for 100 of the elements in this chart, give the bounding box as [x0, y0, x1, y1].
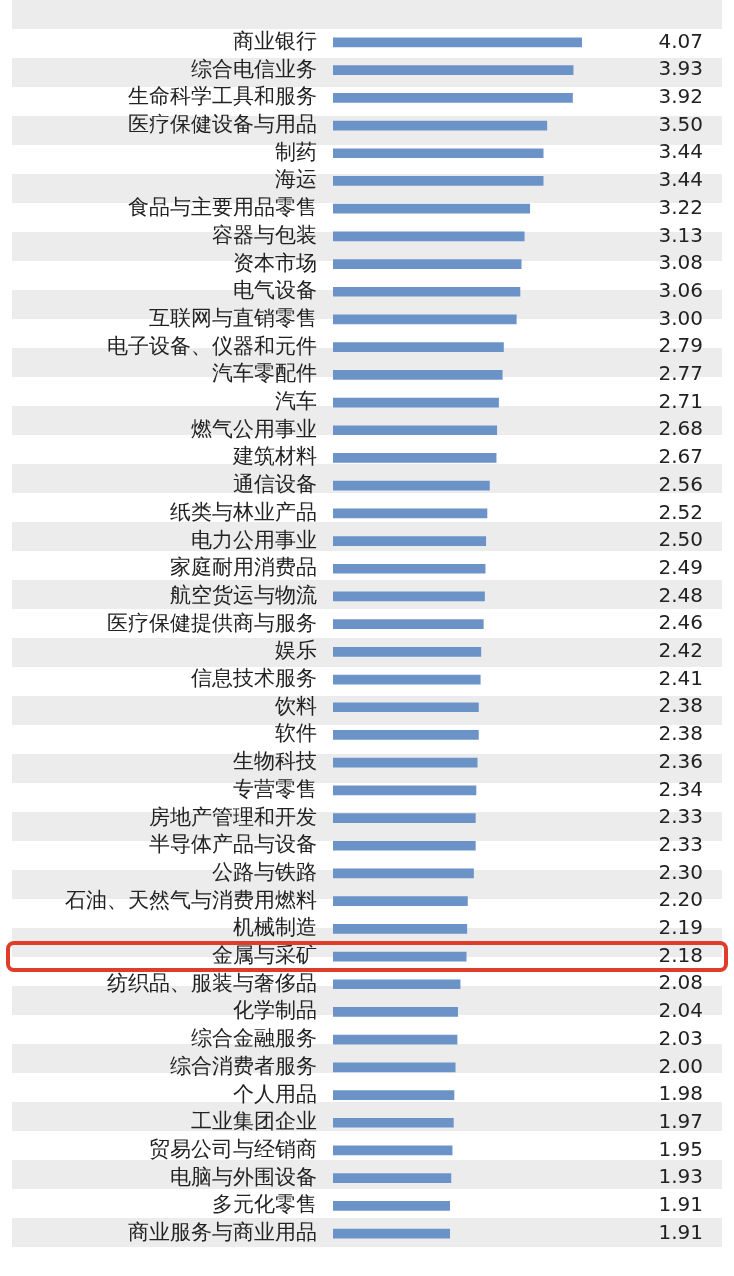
- data-label: 3.06: [658, 277, 703, 302]
- data-label: 2.34: [658, 776, 703, 801]
- bar: [333, 1145, 453, 1156]
- y-tick-label: 综合金融服务: [191, 1026, 317, 1051]
- data-label: 2.36: [658, 748, 703, 773]
- data-label: 1.91: [658, 1192, 703, 1217]
- data-label: 2.04: [658, 998, 703, 1023]
- data-label: 2.18: [658, 942, 703, 967]
- bar: [333, 231, 525, 242]
- bar: [333, 1007, 458, 1017]
- bar: [333, 647, 482, 657]
- data-label: 2.38: [658, 693, 703, 718]
- data-label: 3.22: [658, 194, 703, 219]
- bar: [333, 1062, 456, 1073]
- y-tick-label: 通信设备: [233, 472, 317, 497]
- bar: [333, 730, 479, 740]
- y-tick-label: 化学制品: [233, 998, 317, 1023]
- bar: [333, 979, 461, 990]
- bar: [333, 314, 517, 325]
- y-tick-label: 综合消费者服务: [170, 1053, 317, 1078]
- bar: [333, 508, 488, 519]
- bar: [333, 176, 544, 186]
- data-label: 2.68: [658, 416, 703, 441]
- data-label: 3.00: [658, 305, 703, 330]
- data-label: 2.00: [658, 1053, 703, 1078]
- bar: [333, 37, 582, 48]
- data-label: 2.46: [658, 610, 703, 635]
- y-tick-label: 综合电信业务: [191, 56, 317, 81]
- bar: [333, 702, 479, 713]
- y-tick-label: 电力公用事业: [191, 527, 317, 552]
- data-label: 1.93: [658, 1164, 703, 1189]
- bar: [333, 813, 476, 823]
- y-tick-label: 电气设备: [233, 278, 317, 303]
- y-tick-label: 家庭耐用消费品: [170, 555, 317, 580]
- bar: [333, 425, 498, 436]
- y-tick-label: 海运: [275, 167, 317, 192]
- bar: [333, 591, 485, 602]
- data-label: 3.93: [658, 56, 703, 81]
- bar: [333, 397, 499, 408]
- data-label: 2.48: [658, 582, 703, 607]
- data-label: 1.98: [658, 1081, 703, 1106]
- y-tick-label: 工业集团企业: [191, 1109, 317, 1134]
- data-label: 3.44: [658, 167, 703, 192]
- data-label: 2.20: [658, 887, 703, 912]
- data-label: 2.03: [658, 1025, 703, 1050]
- data-label: 1.91: [658, 1219, 703, 1244]
- data-label: 2.38: [658, 721, 703, 746]
- bar: [333, 868, 474, 879]
- y-tick-label: 食品与主要用品零售: [128, 195, 317, 220]
- bar: [333, 840, 476, 851]
- bar: [333, 370, 503, 380]
- y-tick-label: 医疗保健设备与用品: [128, 112, 317, 136]
- data-label: 2.08: [658, 970, 703, 995]
- bar: [333, 1034, 458, 1045]
- bar: [333, 1228, 451, 1239]
- bar: [333, 286, 521, 297]
- y-tick-label: 资本市场: [233, 250, 317, 275]
- data-label: 2.19: [658, 915, 703, 940]
- y-tick-label: 软件: [275, 721, 317, 746]
- y-tick-label: 生命科学工具和服务: [128, 84, 317, 109]
- y-tick-label: 房地产管理和开发: [149, 804, 317, 829]
- data-label: 1.95: [658, 1136, 703, 1161]
- y-tick-label: 机械制造: [233, 915, 317, 940]
- data-label: 2.41: [658, 665, 703, 690]
- y-tick-label: 娱乐: [275, 638, 317, 663]
- y-tick-label: 生物科技: [233, 749, 317, 774]
- y-tick-label: 互联网与直销零售: [149, 305, 317, 330]
- y-tick-label: 个人用品: [233, 1081, 317, 1106]
- bar: [333, 536, 487, 546]
- data-label: 2.33: [658, 831, 703, 856]
- y-tick-label: 建筑材料: [232, 444, 317, 469]
- data-label: 2.56: [658, 471, 703, 496]
- y-tick-label: 汽车零配件: [212, 361, 317, 386]
- data-label: 2.33: [658, 804, 703, 829]
- y-tick-label: 商业服务与商业用品: [128, 1220, 317, 1244]
- y-tick-label: 石油、天然气与消费用燃料: [65, 887, 317, 912]
- data-label: 2.50: [658, 527, 703, 552]
- bar: [333, 785, 477, 796]
- y-tick-label: 多元化零售: [212, 1192, 317, 1217]
- bar: [333, 65, 574, 75]
- bar: [333, 757, 478, 768]
- data-label: 3.50: [658, 111, 703, 136]
- bar: [333, 924, 468, 934]
- y-tick-label: 贸易公司与经销商: [149, 1136, 317, 1161]
- data-label: 2.42: [658, 638, 703, 663]
- y-tick-label: 容器与包装: [212, 222, 317, 247]
- data-label: 3.08: [658, 250, 703, 275]
- bar: [333, 120, 548, 131]
- bar: [333, 1173, 452, 1183]
- bar: [333, 148, 544, 159]
- bar: [333, 259, 522, 269]
- bar: [333, 896, 468, 906]
- y-tick-label: 医疗保健提供商与服务: [107, 610, 317, 635]
- y-tick-label: 专营零售: [233, 776, 317, 801]
- data-label: 2.79: [658, 333, 703, 358]
- data-label: 1.97: [658, 1108, 703, 1133]
- bar: [333, 563, 486, 574]
- data-label: 3.13: [658, 222, 703, 247]
- y-tick-label: 电子设备、仪器和元件: [107, 333, 317, 358]
- y-tick-label: 燃气公用事业: [191, 416, 317, 441]
